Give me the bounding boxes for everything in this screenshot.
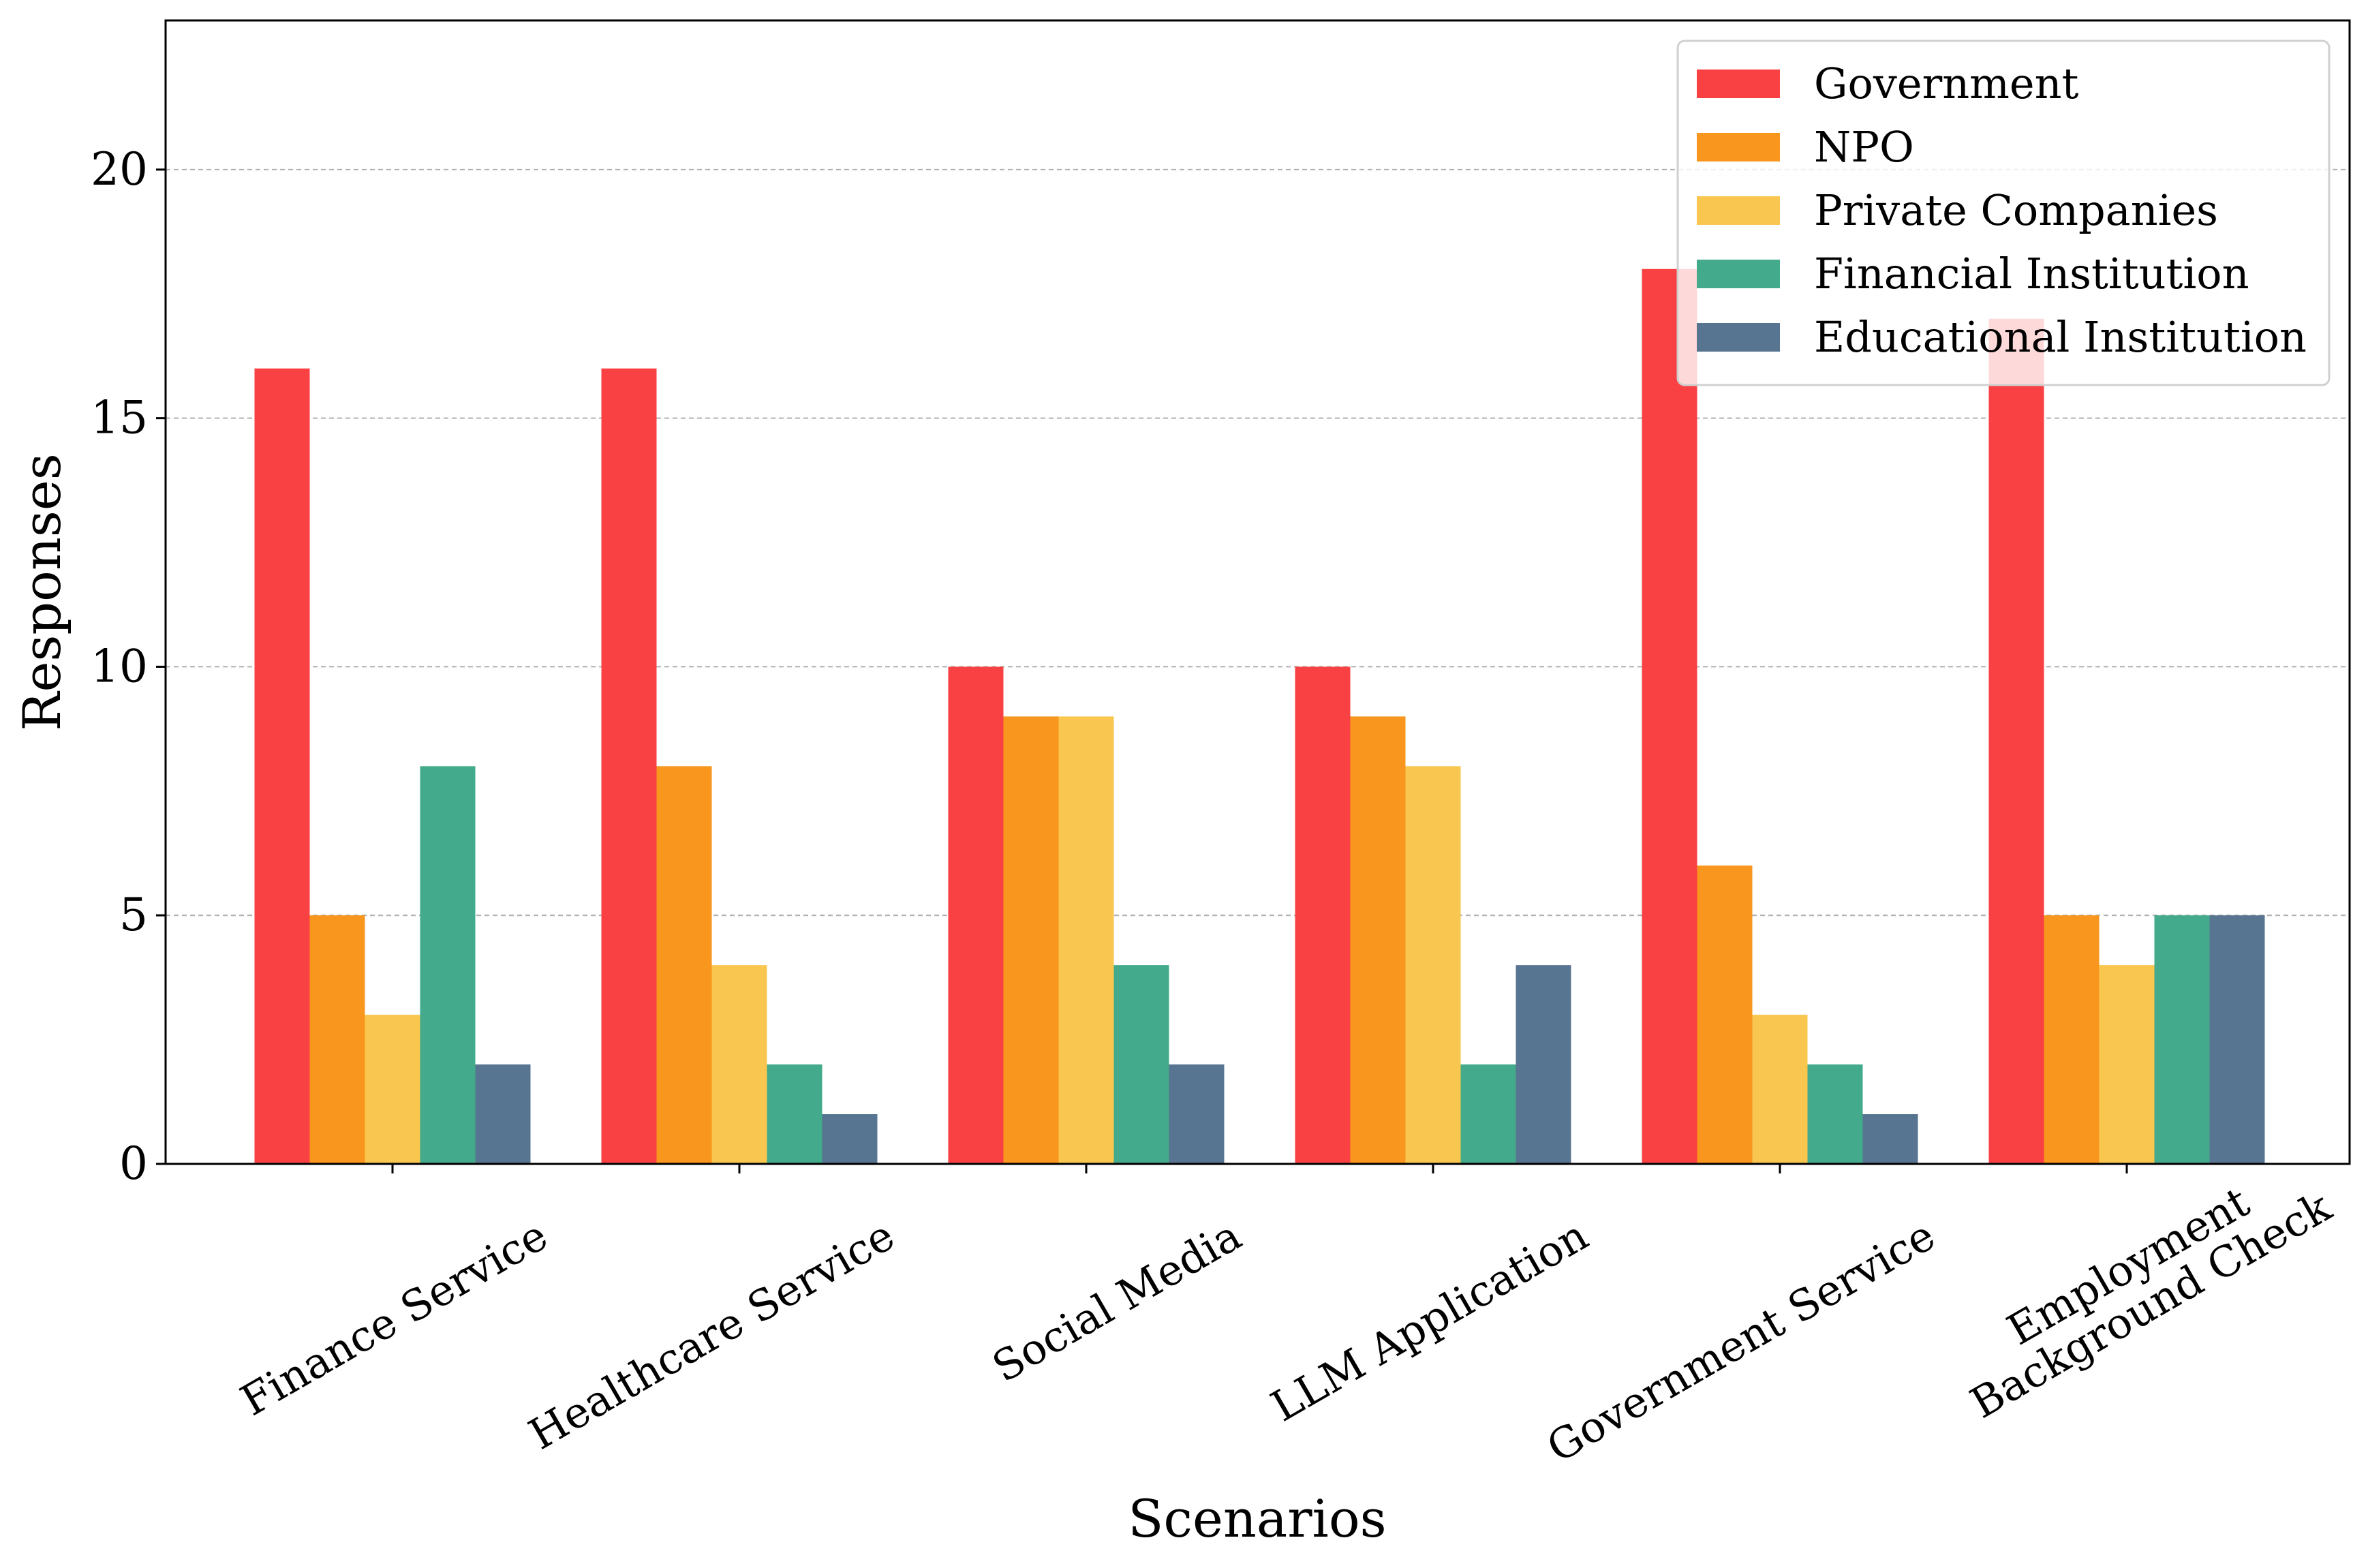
bar-government-4 [1642,268,1697,1165]
x-tick-label: Government Service [1539,1210,1943,1473]
legend-swatch [1697,196,1780,225]
y-axis-label: Responses [12,453,72,731]
bar-educational-institution-1 [822,1114,878,1164]
bar-layer [254,268,2265,1165]
legend-swatch [1697,133,1780,162]
x-tick-label-group: Healthcare Service [521,1210,903,1460]
legend-swatch [1697,323,1780,352]
x-tick-label: Healthcare Service [521,1210,903,1460]
bar-government-3 [1295,666,1351,1164]
bar-private-companies-2 [1058,716,1114,1164]
bar-private-companies-5 [2099,965,2155,1164]
y-tick-label: 0 [119,1137,148,1190]
bar-educational-institution-3 [1516,965,1571,1164]
bar-financial-institution-1 [767,1064,822,1164]
legend-label: Financial Institution [1814,249,2249,298]
bar-private-companies-3 [1405,766,1461,1164]
bar-government-5 [1988,318,2044,1164]
bar-npo-2 [1003,716,1059,1164]
legend-swatch [1697,260,1780,288]
x-tick-label-group: Finance Service [232,1210,556,1426]
legend-label: Educational Institution [1814,312,2307,362]
bar-educational-institution-4 [1862,1114,1918,1164]
bar-educational-institution-5 [2209,915,2265,1164]
bar-npo-5 [2044,915,2100,1164]
bar-private-companies-4 [1752,1015,1808,1164]
x-tick-label: Social Media [984,1210,1249,1392]
x-axis-label: Scenarios [1128,1488,1386,1549]
bar-npo-4 [1697,865,1753,1164]
bar-government-0 [254,368,310,1164]
y-tick-label: 5 [119,889,148,941]
bar-private-companies-0 [365,1015,420,1164]
bar-npo-1 [656,766,712,1164]
legend-label: Government [1814,59,2079,108]
y-tick-label: 20 [91,143,148,196]
bar-npo-3 [1350,716,1406,1164]
legend-label: NPO [1814,122,1914,172]
y-tick-label: 15 [91,392,148,444]
y-tick-label: 10 [91,640,148,692]
bar-financial-institution-5 [2154,915,2210,1164]
bar-financial-institution-3 [1460,1064,1516,1164]
legend-box [1676,40,2331,386]
x-tick-label-group: LLM Application [1263,1210,1596,1432]
legend-swatch [1697,70,1780,98]
x-tick-label-group: Government Service [1539,1210,1943,1473]
legend: Government NPO Private Companies Financial … [1676,40,2331,386]
bar-educational-institution-0 [475,1064,531,1164]
bar-government-1 [601,368,657,1164]
bar-private-companies-1 [711,965,767,1164]
bar-npo-0 [309,915,365,1164]
x-tick-label: Finance Service [232,1210,556,1426]
legend-label: Private Companies [1814,185,2218,235]
x-tick-label-group: Social Media [984,1210,1249,1392]
bar-financial-institution-2 [1113,965,1169,1164]
bar-financial-institution-4 [1807,1064,1863,1164]
x-tick-label: LLM Application [1263,1210,1596,1432]
plot-frame [164,19,2351,1165]
bar-government-2 [948,666,1004,1164]
bar-financial-institution-0 [420,766,476,1164]
bar-educational-institution-2 [1169,1064,1225,1164]
